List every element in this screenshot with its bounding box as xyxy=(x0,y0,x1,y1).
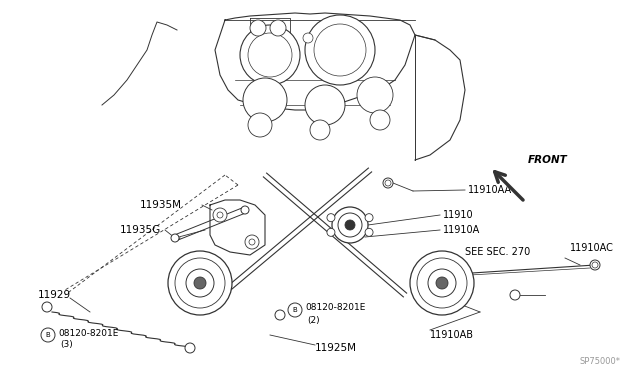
Circle shape xyxy=(305,15,375,85)
Circle shape xyxy=(338,213,362,237)
Text: SEE SEC. 270: SEE SEC. 270 xyxy=(465,247,531,257)
Circle shape xyxy=(245,235,259,249)
Circle shape xyxy=(288,303,302,317)
Circle shape xyxy=(303,33,313,43)
Circle shape xyxy=(332,207,368,243)
Circle shape xyxy=(370,110,390,130)
Circle shape xyxy=(327,228,335,236)
Text: 08120-8201E: 08120-8201E xyxy=(58,328,118,337)
Circle shape xyxy=(365,228,373,236)
Text: 11935M: 11935M xyxy=(140,200,182,210)
Text: 11910: 11910 xyxy=(443,210,474,220)
Circle shape xyxy=(213,208,227,222)
Text: 11935G: 11935G xyxy=(120,225,161,235)
Circle shape xyxy=(186,269,214,297)
Circle shape xyxy=(590,260,600,270)
Circle shape xyxy=(185,343,195,353)
Text: FRONT: FRONT xyxy=(528,155,568,165)
Circle shape xyxy=(365,214,373,222)
Circle shape xyxy=(345,220,355,230)
Circle shape xyxy=(41,328,55,342)
Circle shape xyxy=(436,277,448,289)
Circle shape xyxy=(270,20,286,36)
Circle shape xyxy=(241,206,249,214)
Circle shape xyxy=(357,77,393,113)
Circle shape xyxy=(42,302,52,312)
Text: (2): (2) xyxy=(307,315,319,324)
Circle shape xyxy=(250,20,266,36)
Circle shape xyxy=(510,290,520,300)
Circle shape xyxy=(385,180,391,186)
Text: B: B xyxy=(292,307,298,313)
Circle shape xyxy=(249,239,255,245)
Text: 11925M: 11925M xyxy=(315,343,357,353)
Circle shape xyxy=(168,251,232,315)
Text: 11929: 11929 xyxy=(38,290,71,300)
Circle shape xyxy=(305,85,345,125)
Text: SP75000*: SP75000* xyxy=(579,357,620,366)
Text: 11910A: 11910A xyxy=(443,225,480,235)
Text: 11910AC: 11910AC xyxy=(570,243,614,253)
Circle shape xyxy=(327,214,335,222)
Circle shape xyxy=(383,178,393,188)
Circle shape xyxy=(240,25,300,85)
Circle shape xyxy=(248,113,272,137)
Circle shape xyxy=(410,251,474,315)
Circle shape xyxy=(428,269,456,297)
Circle shape xyxy=(310,120,330,140)
Circle shape xyxy=(217,212,223,218)
Circle shape xyxy=(171,234,179,242)
Circle shape xyxy=(248,33,292,77)
Text: (3): (3) xyxy=(60,340,73,350)
Circle shape xyxy=(194,277,206,289)
Circle shape xyxy=(417,258,467,308)
Text: 08120-8201E: 08120-8201E xyxy=(305,304,365,312)
Text: 11910AB: 11910AB xyxy=(430,330,474,340)
Circle shape xyxy=(592,262,598,268)
Circle shape xyxy=(243,78,287,122)
Circle shape xyxy=(175,258,225,308)
Text: B: B xyxy=(45,332,51,338)
Circle shape xyxy=(314,24,366,76)
Text: 11910AA: 11910AA xyxy=(468,185,512,195)
Circle shape xyxy=(275,310,285,320)
